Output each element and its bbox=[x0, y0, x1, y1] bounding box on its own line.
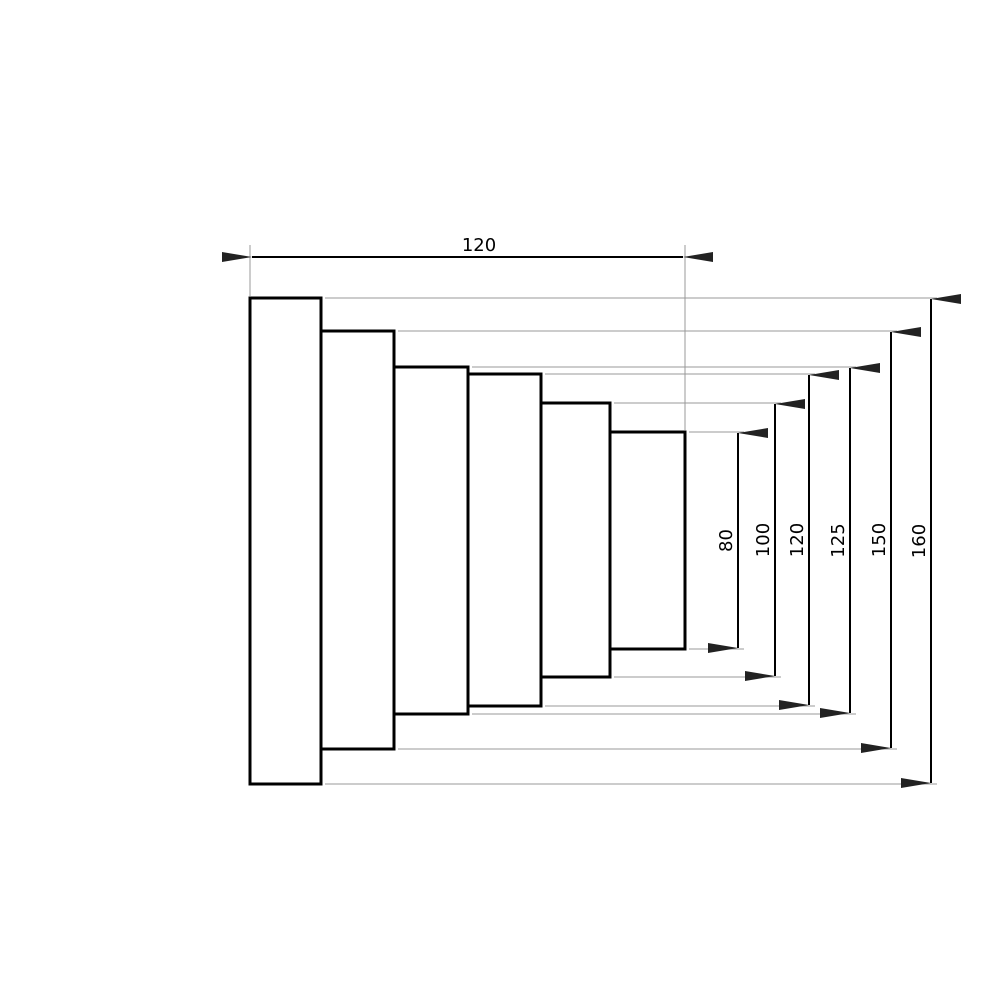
horizontal-dimension-label: 120 bbox=[462, 235, 496, 256]
vertical-dimension-label: 120 bbox=[787, 523, 808, 557]
vertical-dimension-label: 125 bbox=[828, 523, 849, 557]
vertical-dimension-label: 150 bbox=[869, 523, 890, 557]
step-rectangle-4 bbox=[466, 372, 543, 708]
vertical-dimension-label: 80 bbox=[716, 529, 737, 552]
vertical-dimension-label: 100 bbox=[753, 523, 774, 557]
step-rectangle-3 bbox=[392, 365, 470, 716]
vertical-dimension-label: 160 bbox=[909, 524, 930, 558]
step-rectangle-2 bbox=[319, 329, 396, 751]
step-rectangle-6 bbox=[608, 430, 687, 651]
step-rectangle-5 bbox=[539, 401, 612, 679]
step-rectangle-1 bbox=[248, 296, 323, 786]
